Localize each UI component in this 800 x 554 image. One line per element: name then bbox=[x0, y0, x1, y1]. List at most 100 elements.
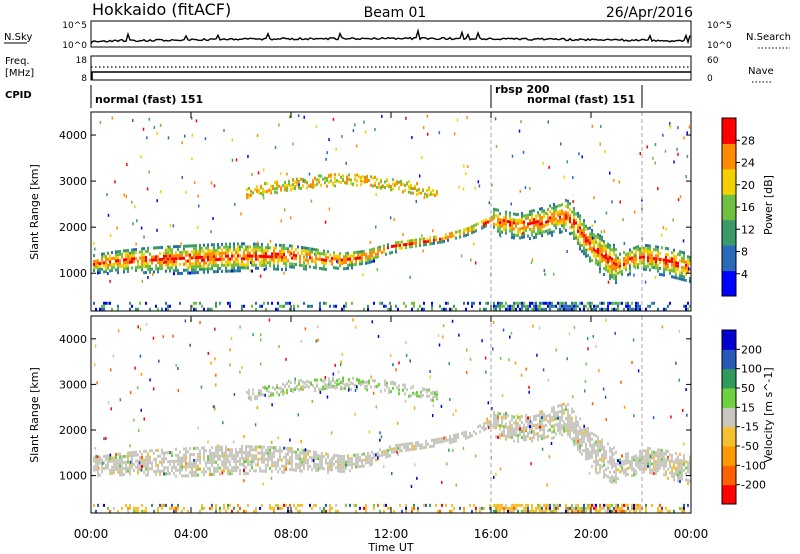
echo-cell bbox=[99, 461, 101, 465]
echo-cell bbox=[287, 461, 289, 465]
echo-cell bbox=[312, 384, 314, 388]
echo-speckle bbox=[688, 125, 691, 129]
echo-cell bbox=[133, 251, 135, 255]
echo-cell bbox=[547, 220, 549, 224]
echo-cell bbox=[639, 461, 641, 465]
echo-cell bbox=[303, 452, 305, 456]
echo-cell bbox=[467, 230, 469, 234]
echo-cell bbox=[137, 468, 139, 472]
echo-cell bbox=[404, 183, 406, 187]
echo-cell bbox=[577, 238, 579, 242]
echo-cell bbox=[521, 420, 523, 424]
echo-cell bbox=[369, 254, 371, 258]
echo-cell bbox=[503, 434, 505, 438]
echo-cell bbox=[523, 509, 525, 513]
echo-cell bbox=[321, 466, 323, 470]
echo-speckle bbox=[473, 228, 476, 232]
echo-cell bbox=[295, 456, 297, 460]
echo-cell bbox=[373, 453, 375, 457]
echo-cell bbox=[629, 272, 631, 276]
echo-cell bbox=[277, 258, 279, 262]
echo-cell bbox=[601, 301, 603, 305]
echo-cell bbox=[183, 453, 185, 457]
echo-cell bbox=[551, 509, 553, 513]
echo-cell bbox=[342, 381, 344, 385]
echo-cell bbox=[290, 381, 292, 385]
echo-cell bbox=[123, 258, 125, 262]
echo-cell bbox=[535, 426, 537, 430]
echo-cell bbox=[561, 409, 563, 413]
echo-cell bbox=[255, 251, 257, 255]
echo-cell bbox=[295, 465, 297, 469]
echo-speckle bbox=[469, 258, 472, 262]
echo-cell bbox=[627, 301, 629, 305]
echo-cell bbox=[501, 433, 503, 437]
echo-cell bbox=[139, 468, 141, 472]
echo-cell bbox=[587, 503, 589, 507]
echo-cell bbox=[203, 258, 205, 262]
echo-cell bbox=[439, 509, 441, 513]
echo-cell bbox=[217, 258, 219, 262]
echo-cell bbox=[215, 451, 217, 455]
echo-cell bbox=[567, 217, 569, 221]
echo-cell bbox=[269, 255, 271, 259]
echo-cell bbox=[147, 473, 149, 477]
echo-cell bbox=[179, 465, 181, 469]
echo-cell bbox=[123, 261, 125, 265]
echo-cell bbox=[635, 245, 637, 249]
echo-cell bbox=[235, 460, 237, 464]
echo-cell bbox=[513, 421, 515, 425]
echo-cell bbox=[547, 304, 549, 308]
echo-cell bbox=[573, 428, 575, 432]
echo-cell bbox=[336, 385, 338, 389]
echo-cell bbox=[623, 260, 625, 264]
echo-cell bbox=[521, 429, 523, 433]
echo-cell bbox=[277, 506, 279, 510]
echo-cell bbox=[205, 470, 207, 474]
echo-cell bbox=[361, 250, 363, 254]
echo-cell bbox=[417, 506, 419, 510]
echo-cell bbox=[607, 307, 609, 311]
echo-cell bbox=[243, 304, 245, 308]
echo-cell bbox=[513, 233, 515, 237]
echo-speckle bbox=[107, 272, 109, 276]
echo-cell bbox=[545, 307, 547, 311]
echo-cell bbox=[368, 178, 370, 182]
echo-cell bbox=[665, 252, 667, 256]
echo-cell bbox=[583, 246, 585, 250]
echo-cell bbox=[289, 456, 291, 460]
echo-cell bbox=[279, 449, 281, 453]
echo-cell bbox=[279, 252, 281, 256]
echo-cell bbox=[615, 474, 617, 478]
echo-cell bbox=[331, 456, 333, 460]
echo-cell bbox=[539, 419, 541, 423]
echo-cell bbox=[543, 212, 545, 216]
colorbar-tick-label: 50 bbox=[741, 382, 755, 395]
echo-cell bbox=[591, 240, 593, 244]
echo-speckle bbox=[270, 440, 273, 444]
echo-cell bbox=[657, 245, 659, 249]
echo-cell bbox=[533, 418, 535, 422]
echo-speckle bbox=[247, 154, 249, 158]
echo-cell bbox=[599, 458, 601, 462]
echo-cell bbox=[343, 463, 345, 467]
echo-cell bbox=[193, 307, 195, 311]
echo-cell bbox=[105, 255, 107, 259]
echo-cell bbox=[177, 503, 179, 507]
echo-cell bbox=[533, 433, 535, 437]
echo-speckle bbox=[492, 347, 494, 351]
echo-cell bbox=[611, 451, 613, 455]
echo-cell bbox=[595, 307, 597, 311]
echo-cell bbox=[324, 385, 326, 389]
echo-cell bbox=[366, 178, 368, 182]
echo-cell bbox=[179, 253, 181, 257]
echo-cell bbox=[561, 415, 563, 419]
echo-cell bbox=[125, 258, 127, 262]
echo-cell bbox=[349, 260, 351, 264]
echo-cell bbox=[555, 414, 557, 418]
echo-cell bbox=[555, 411, 557, 415]
echo-speckle bbox=[181, 141, 183, 145]
echo-cell bbox=[331, 465, 333, 469]
echo-cell bbox=[581, 443, 583, 447]
